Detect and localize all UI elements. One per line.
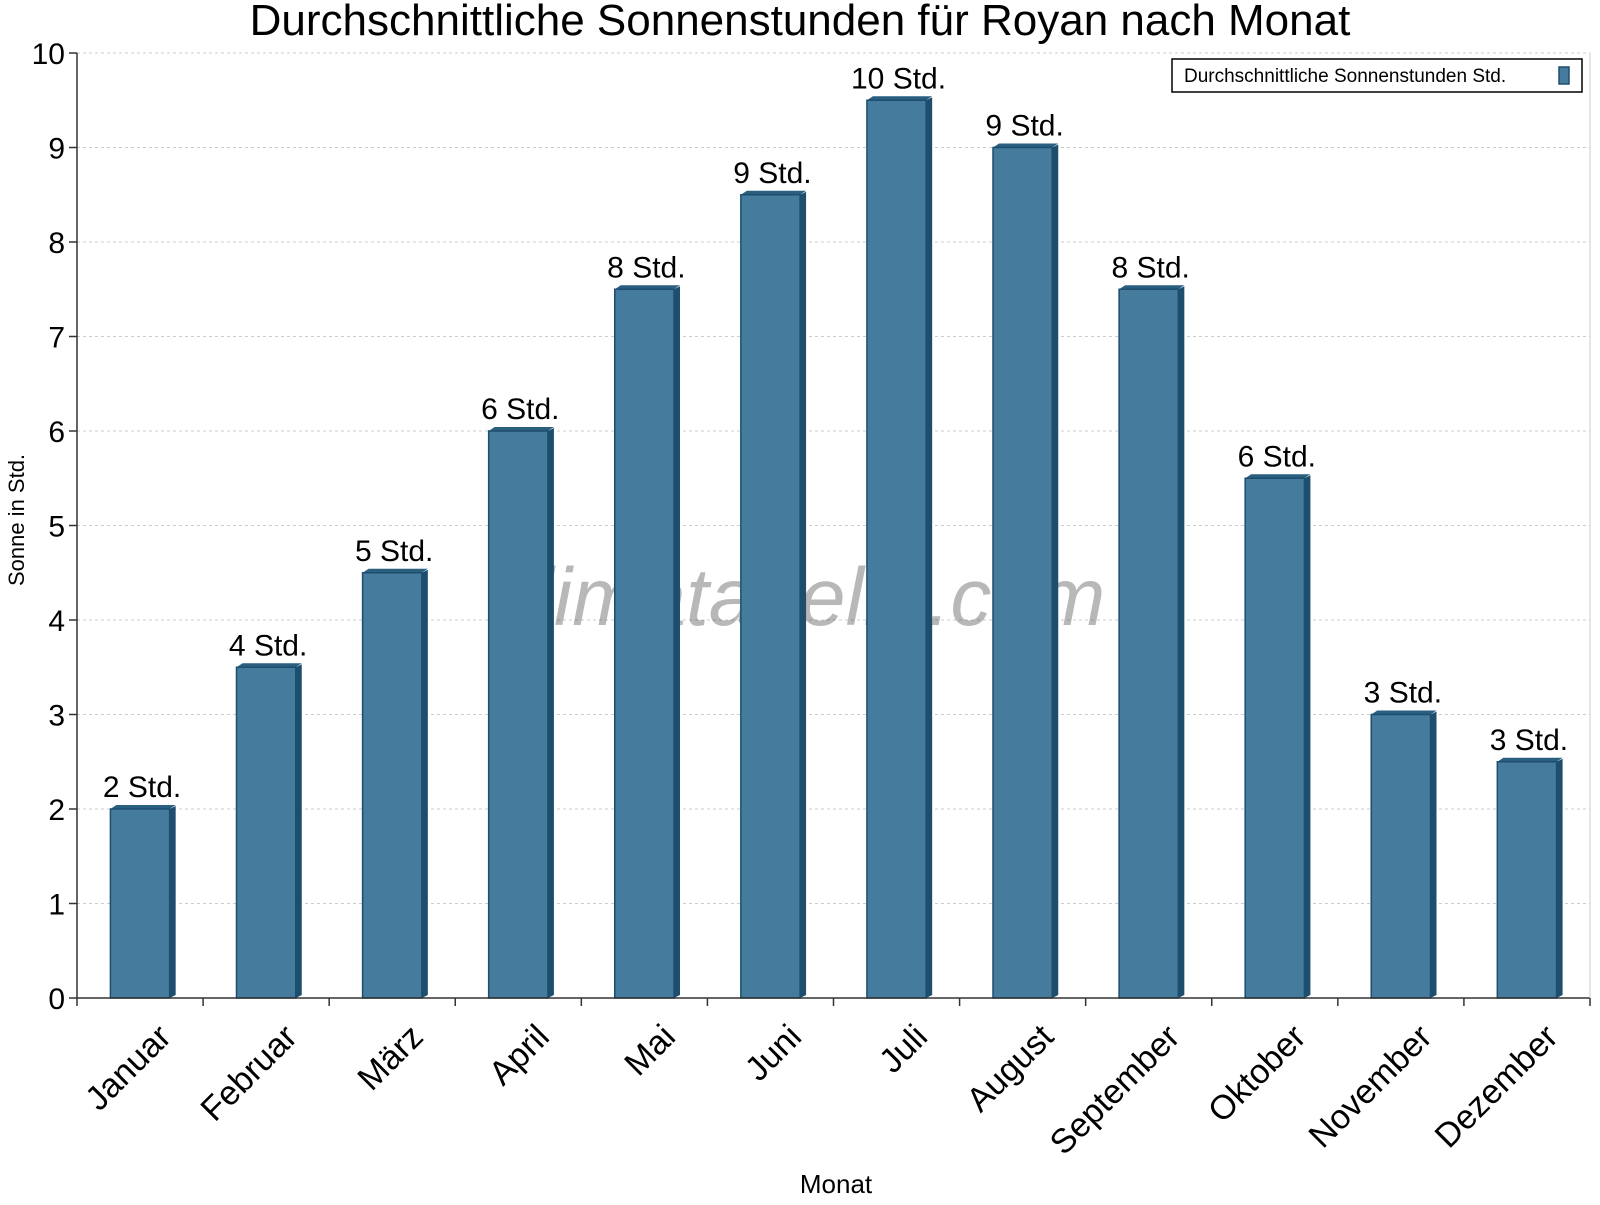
data-label: 8 Std. xyxy=(1112,251,1190,284)
bar-side xyxy=(547,428,554,998)
data-label: 8 Std. xyxy=(607,251,685,284)
y-tick-label: 8 xyxy=(48,227,65,260)
bars xyxy=(109,96,1563,999)
data-label: 10 Std. xyxy=(851,62,946,95)
bar-side xyxy=(800,191,807,998)
bar-top xyxy=(236,663,302,668)
bar xyxy=(361,572,423,999)
bar xyxy=(992,146,1054,999)
x-tick-label: November xyxy=(1302,1018,1440,1156)
y-tick-label: 0 xyxy=(48,983,65,1016)
x-tick-label: Februar xyxy=(194,1018,305,1129)
x-tick-label: Dezember xyxy=(1428,1018,1566,1156)
y-tick-label: 9 xyxy=(48,133,65,166)
bar-top xyxy=(488,427,554,431)
grid-lines xyxy=(77,52,1590,904)
bar-top xyxy=(1119,285,1185,290)
y-tick-label: 7 xyxy=(48,322,65,355)
bar xyxy=(1244,477,1306,999)
data-labels: 2 Std. 4 Std. 5 Std. 6 Std. 8 Std. 9 Std. 10 S… xyxy=(103,62,1568,804)
bar-top xyxy=(992,143,1059,148)
bar-side xyxy=(1178,286,1185,998)
x-tick-label: September xyxy=(1043,1018,1187,1162)
bar-side xyxy=(421,569,428,998)
y-tick-label: 5 xyxy=(48,511,65,544)
data-label: 3 Std. xyxy=(1364,677,1442,710)
x-axis-title: Monat xyxy=(800,1169,873,1199)
y-axis-title: Sonne in Std. xyxy=(4,454,29,586)
x-tick-labels: Januar Februar März April Mai Juni Juli AugustS… xyxy=(78,1017,1565,1162)
bar xyxy=(866,99,927,999)
data-label: 9 Std. xyxy=(985,110,1063,143)
y-tick-label: 4 xyxy=(48,605,65,638)
x-tick-label: Juni xyxy=(738,1018,809,1089)
bar xyxy=(1496,761,1558,999)
data-label: 5 Std. xyxy=(355,535,433,568)
legend-box xyxy=(1171,58,1583,93)
y-tick-label: 1 xyxy=(48,889,65,922)
bar xyxy=(487,430,549,999)
data-label: 4 Std. xyxy=(229,629,307,662)
y-tick-label: 3 xyxy=(48,700,65,733)
axes xyxy=(69,52,1591,1006)
bar-top xyxy=(362,568,428,573)
bar-top xyxy=(1245,474,1311,479)
bar-side xyxy=(1052,144,1059,998)
x-tick-label: Juli xyxy=(872,1018,935,1081)
bar-side xyxy=(295,664,302,998)
y-tick-label: 10 xyxy=(32,38,65,71)
bar-top xyxy=(866,96,933,101)
bar-side xyxy=(926,97,933,998)
chart-title: Durchschnittliche Sonnenstunden für Roya… xyxy=(250,0,1351,45)
bar-top xyxy=(110,805,176,809)
bar-side xyxy=(1304,475,1311,998)
data-label: 9 Std. xyxy=(733,157,811,190)
y-tick-labels: 0 1 2 3 4 5 6 7 8 9 10 xyxy=(32,38,65,1016)
data-label: 6 Std. xyxy=(1238,440,1316,473)
bar-side xyxy=(674,286,681,998)
legend-label: Durchschnittliche Sonnenstunden Std. xyxy=(1184,66,1506,87)
bar xyxy=(740,194,801,999)
x-tick-label: April xyxy=(482,1018,557,1093)
x-tick-label: März xyxy=(350,1018,430,1098)
data-label: 3 Std. xyxy=(1490,724,1568,757)
y-tick-label: 2 xyxy=(48,794,65,827)
x-tick-label: Oktober xyxy=(1201,1018,1313,1130)
data-label: 6 Std. xyxy=(481,393,559,426)
bar-top xyxy=(1371,710,1437,715)
bar xyxy=(1118,288,1180,999)
bar xyxy=(235,666,297,999)
legend: Durchschnittliche Sonnenstunden Std. xyxy=(1171,58,1583,93)
x-tick-label: Januar xyxy=(78,1018,178,1118)
bar-top xyxy=(1497,757,1563,762)
bar xyxy=(613,288,675,999)
bar-top xyxy=(614,285,681,290)
x-tick-label: Mai xyxy=(617,1018,683,1084)
bar xyxy=(109,808,171,999)
bar-side xyxy=(169,806,176,998)
legend-swatch xyxy=(1558,66,1570,85)
data-label: 2 Std. xyxy=(103,771,181,804)
y-tick-label: 6 xyxy=(48,416,65,449)
bar-side xyxy=(1556,758,1563,998)
bar xyxy=(1370,713,1432,999)
bar-top xyxy=(740,190,807,195)
x-tick-label: August xyxy=(959,1017,1061,1119)
bar-side xyxy=(1430,711,1437,998)
